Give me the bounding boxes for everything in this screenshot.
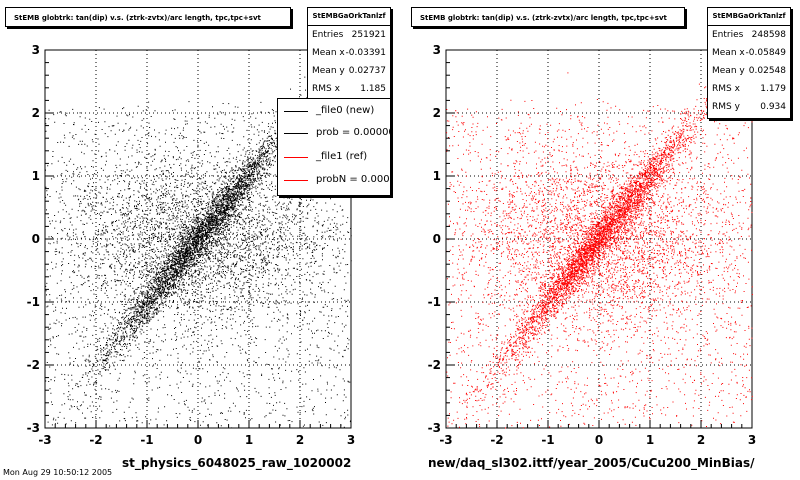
plot-right-stats: StEMBGaOrkTanlzf Entries 248598 Mean x -… bbox=[707, 7, 791, 119]
x-tick-label: 1 bbox=[245, 433, 253, 447]
stats-value: 1.179 bbox=[760, 84, 786, 94]
stats-value: 1.185 bbox=[360, 84, 386, 94]
legend-line bbox=[284, 133, 308, 134]
stats-key: RMS x bbox=[312, 84, 340, 94]
y-tick-label: 0 bbox=[433, 232, 441, 246]
stats-value: 0.934 bbox=[760, 102, 786, 112]
stats-row: Mean y 0.02737 bbox=[308, 62, 390, 80]
plot-right-xlabel: new/daq_sl302.ittf/year_2005/CuCu200_Min… bbox=[428, 456, 755, 470]
x-tick-label: -2 bbox=[490, 433, 503, 447]
x-tick-label: 1 bbox=[646, 433, 654, 447]
plot-left-stats: StEMBGaOrkTanlzf Entries 251921 Mean x -… bbox=[307, 7, 391, 99]
y-tick-label: -3 bbox=[428, 421, 441, 435]
y-tick-label: -3 bbox=[27, 421, 40, 435]
scatter-points bbox=[446, 58, 753, 429]
stats-key: Entries bbox=[712, 30, 744, 40]
stats-key: Mean y bbox=[312, 66, 345, 76]
y-tick-label: 1 bbox=[32, 169, 40, 183]
plot-left-xlabel: st_physics_6048025_raw_1020002 bbox=[122, 456, 352, 470]
stats-value: -0.03391 bbox=[345, 48, 386, 58]
legend-entry: prob = 0.000000 bbox=[278, 123, 390, 143]
stats-value: 248598 bbox=[751, 30, 786, 40]
stats-key: RMS x bbox=[712, 84, 740, 94]
stats-key: Mean x bbox=[312, 48, 345, 58]
stats-value: 251921 bbox=[351, 30, 386, 40]
legend-line bbox=[284, 157, 308, 158]
stats-row: RMS y 0.934 bbox=[708, 98, 790, 116]
footer-date: Mon Aug 29 10:50:12 2005 bbox=[3, 468, 113, 477]
x-tick-label: 0 bbox=[194, 433, 202, 447]
x-tick-label: 2 bbox=[697, 433, 705, 447]
legend-label: prob = 0.000000 bbox=[316, 127, 390, 138]
legend-entry: _file0 (new) bbox=[278, 101, 390, 121]
stats-row: Entries 251921 bbox=[308, 26, 390, 44]
stats-row: Mean x -0.03391 bbox=[308, 44, 390, 62]
y-tick-label: 3 bbox=[32, 43, 40, 57]
y-tick-label: -1 bbox=[27, 295, 40, 309]
legend-label: _file1 (ref) bbox=[316, 151, 368, 162]
stats-key: Mean y bbox=[712, 66, 745, 76]
x-tick-label: -3 bbox=[439, 433, 452, 447]
legend-line bbox=[284, 111, 308, 112]
stats-row: Mean y 0.02548 bbox=[708, 62, 790, 80]
y-tick-label: -2 bbox=[27, 358, 40, 372]
stats-value: 0.02737 bbox=[348, 66, 386, 76]
plot-right-stats-title: StEMBGaOrkTanlzf bbox=[708, 8, 790, 26]
x-tick-label: -2 bbox=[89, 433, 102, 447]
stats-row: Mean x -0.05849 bbox=[708, 44, 790, 62]
x-tick-label: -1 bbox=[541, 433, 554, 447]
legend-entry: probN = 0.000000 bbox=[278, 170, 390, 190]
legend-label: _file0 (new) bbox=[316, 105, 375, 116]
stats-key: Entries bbox=[312, 30, 344, 40]
x-tick-label: 3 bbox=[748, 433, 756, 447]
legend-label: probN = 0.000000 bbox=[316, 174, 390, 185]
y-tick-label: -2 bbox=[428, 358, 441, 372]
y-tick-label: -1 bbox=[428, 295, 441, 309]
plot-right-title: StEMB globtrk: tan(dip) v.s. (ztrk-zvtx)… bbox=[411, 7, 685, 27]
stats-key: Mean x bbox=[712, 48, 745, 58]
stats-row: Entries 248598 bbox=[708, 26, 790, 44]
plot-right-axes: -3 -2 -1 0 1 2 3 -3 -2 -1 0 1 2 3 bbox=[428, 43, 757, 447]
stats-row: RMS x 1.179 bbox=[708, 80, 790, 98]
y-tick-label: 2 bbox=[32, 106, 40, 120]
plot-left-stats-title: StEMBGaOrkTanlzf bbox=[308, 8, 390, 26]
stats-row: RMS x 1.185 bbox=[308, 80, 390, 98]
y-tick-label: 0 bbox=[32, 232, 40, 246]
legend: _file0 (new) prob = 0.000000 _file1 (ref… bbox=[277, 98, 391, 196]
y-tick-label: 3 bbox=[433, 43, 441, 57]
x-tick-label: 2 bbox=[296, 433, 304, 447]
x-tick-label: -1 bbox=[140, 433, 153, 447]
plot-right-points bbox=[446, 58, 753, 429]
x-tick-label: 3 bbox=[347, 433, 355, 447]
y-tick-label: 2 bbox=[433, 106, 441, 120]
y-tick-label: 1 bbox=[433, 169, 441, 183]
stats-key: RMS y bbox=[712, 102, 740, 112]
x-tick-label: 0 bbox=[595, 433, 603, 447]
stats-value: 0.02548 bbox=[748, 66, 786, 76]
legend-line bbox=[284, 180, 308, 181]
plot-left-title: StEMB globtrk: tan(dip) v.s. (ztrk-zvtx)… bbox=[5, 7, 291, 27]
x-tick-label: -3 bbox=[38, 433, 51, 447]
plot-left-axes: -3 -2 -1 0 1 2 3 -3 -2 -1 0 1 2 3 bbox=[27, 43, 356, 447]
stats-value: -0.05849 bbox=[745, 48, 786, 58]
legend-entry: _file1 (ref) bbox=[278, 147, 390, 167]
